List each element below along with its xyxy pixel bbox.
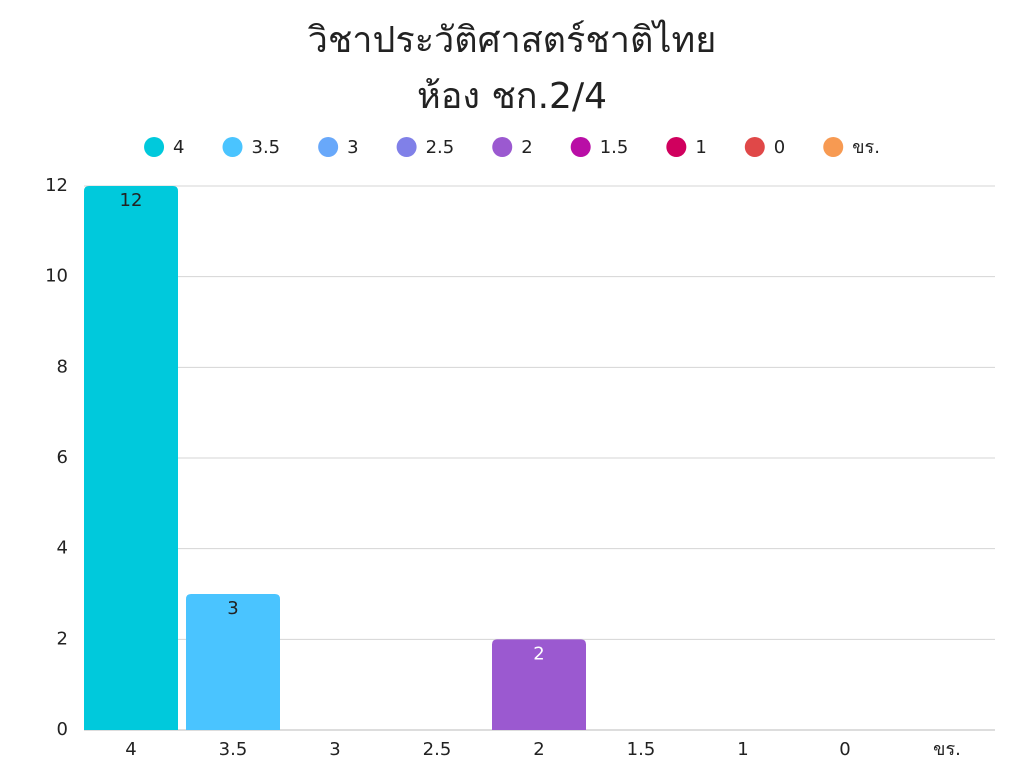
legend-label: 1 [695,137,706,158]
x-tick-label: 2.5 [423,739,452,760]
bar [492,639,586,730]
x-tick-label: 2 [533,739,544,760]
legend-marker [318,137,339,157]
x-tick-label: 3 [329,739,340,760]
bar [84,186,178,730]
y-tick-label: 4 [57,538,68,559]
legend-label: ขร. [852,137,880,158]
x-tick-label: ขร. [933,739,961,760]
y-tick-label: 0 [57,719,68,740]
legend-label: 3.5 [252,137,281,158]
y-tick-label: 12 [45,175,68,196]
x-tick-label: 1.5 [627,739,656,760]
legend-marker [144,137,165,157]
data-label: 3 [227,598,238,619]
x-tick-label: 0 [839,739,850,760]
x-tick-label: 3.5 [219,739,248,760]
y-tick-label: 10 [45,266,68,287]
legend-label: 1.5 [600,137,629,158]
y-tick-label: 8 [57,356,68,377]
x-tick-label: 1 [737,739,748,760]
legend-marker [744,137,765,157]
chart-title: ห้อง ชก.2/4 [417,76,607,117]
legend-marker [666,137,687,157]
legend-marker [222,137,243,157]
legend-label: 0 [774,137,785,158]
data-label: 12 [120,190,143,211]
legend-label: 4 [173,137,184,158]
legend-label: 2 [521,137,532,158]
legend-marker [570,137,591,157]
x-tick-label: 4 [125,739,136,760]
legend-label: 2.5 [426,137,455,158]
legend-marker [492,137,513,157]
legend-label: 3 [347,137,358,158]
bar [186,594,280,730]
data-label: 2 [533,643,544,664]
chart-title: วิชาประวัติศาสตร์ชาติไทย [308,19,717,61]
y-tick-label: 6 [57,447,68,468]
legend-marker [823,137,844,157]
y-tick-label: 2 [57,628,68,649]
legend-marker [396,137,417,157]
